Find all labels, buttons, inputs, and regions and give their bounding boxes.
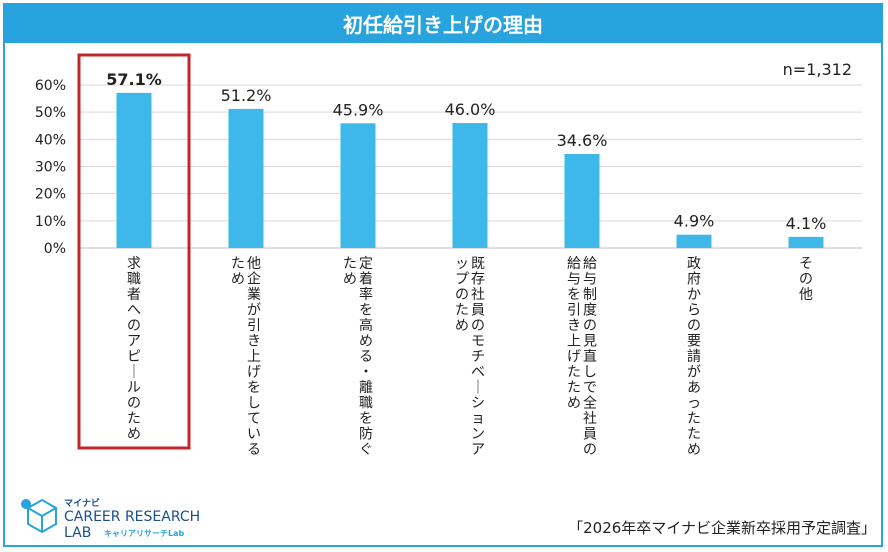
logo-brand: マイナビ <box>64 497 100 509</box>
logo-line2: LAB <box>64 525 91 541</box>
y-tick-label: 30% <box>35 160 66 176</box>
category-label: その他 <box>799 256 813 303</box>
value-label: 4.1% <box>786 214 827 233</box>
bar <box>228 108 264 248</box>
category-label: 他企業が引き上げをしている <box>247 256 261 458</box>
source-note: 「2026年卒マイナビ企業新卒採用予定調査」 <box>568 519 876 537</box>
category-label: ップのため <box>455 256 469 334</box>
category-label: 政府からの要請があったため <box>687 256 701 458</box>
y-tick-label: 40% <box>35 132 66 148</box>
logo-graphic: マイナビ CAREER RESEARCH LAB キャリアリサーチLab <box>21 497 200 541</box>
chart-title: 初任給引き上げの理由 <box>3 3 883 43</box>
logo-sub: キャリアリサーチLab <box>104 529 184 538</box>
highlight-box <box>77 53 191 450</box>
bars <box>116 92 824 249</box>
bar <box>564 154 600 248</box>
value-label: 34.6% <box>557 131 608 150</box>
value-label: 45.9% <box>333 100 384 119</box>
career-research-lab-logo: マイナビ CAREER RESEARCH LAB キャリアリサーチLab <box>14 494 224 542</box>
category-label: 給与を引き上げたため <box>567 256 581 412</box>
y-tick-label: 60% <box>35 78 66 94</box>
value-label: 51.2% <box>221 86 272 105</box>
category-label: 求職者へのアピ｜ルのため <box>127 256 141 443</box>
bar <box>788 236 824 248</box>
bar <box>340 123 376 248</box>
sample-size: n=1,312 <box>782 60 852 79</box>
category-label: ため <box>231 256 245 288</box>
value-label: 57.1% <box>106 70 162 89</box>
category-label: ため <box>343 256 357 288</box>
category-label: 定着率を高める・離職を防ぐ <box>359 256 373 458</box>
y-tick-label: 20% <box>35 187 66 203</box>
y-tick-label: 50% <box>35 105 66 121</box>
category-label: 既存社員のモチベ｜ションア <box>471 256 485 458</box>
bar <box>452 123 488 248</box>
y-tick-label: 10% <box>35 214 66 230</box>
logo-line1: CAREER RESEARCH <box>64 509 200 525</box>
value-label: 4.9% <box>674 212 715 231</box>
bar <box>116 92 152 249</box>
value-labels: 57.1% 51.2% 45.9% 46.0% 34.6% 4.9% 4.1% <box>106 70 826 233</box>
y-tick-label: 0% <box>44 241 66 257</box>
value-label: 46.0% <box>445 100 496 119</box>
cube-icon <box>21 498 57 534</box>
bar <box>676 234 712 248</box>
y-axis-ticks: 0% 10% 20% 30% 40% 50% 60% <box>35 78 66 257</box>
category-label: 給与制度の見直しで全社員の <box>583 256 597 458</box>
category-labels: 求職者へのアピ｜ルのため他企業が引き上げをしているため定着率を高める・離職を防ぐ… <box>127 256 813 458</box>
